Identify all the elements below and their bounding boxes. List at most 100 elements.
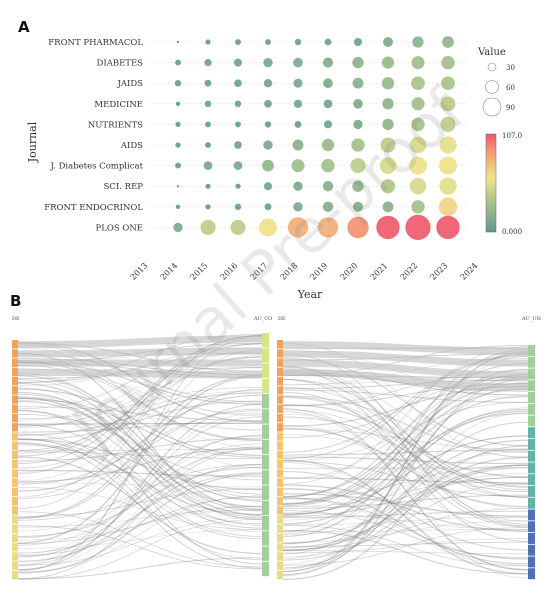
sankey-node (528, 486, 535, 497)
sankey-flow (282, 497, 529, 560)
bubble-point (175, 121, 181, 128)
sankey-flow (17, 525, 263, 570)
sankey-node (528, 368, 535, 380)
sankey-flow (282, 373, 529, 505)
sankey-flow (282, 471, 529, 551)
bubble-point (200, 219, 216, 235)
size-legend-label: 60 (506, 84, 515, 92)
sankey-node (262, 531, 269, 546)
sankey-flow (17, 509, 263, 541)
sankey-node (262, 348, 269, 363)
sankey-flow (282, 378, 529, 488)
sankey-node (12, 533, 18, 543)
sankey-flow (282, 341, 529, 355)
sankey-flow (17, 439, 263, 525)
bubble-point (405, 214, 431, 240)
sankey-node (12, 552, 18, 561)
sankey-node (12, 376, 18, 386)
bubble-point (234, 79, 242, 88)
sankey-node (277, 469, 283, 478)
sankey-node (277, 506, 283, 515)
bubble-point (322, 181, 334, 192)
sankey-node (12, 404, 18, 414)
bubble-point (204, 79, 212, 87)
size-legend-circle (485, 80, 499, 94)
sankey-flow (282, 435, 529, 515)
bubble-point (409, 177, 427, 195)
sankey-node (12, 450, 18, 460)
sankey-flow (17, 410, 263, 518)
sankey-flow (282, 541, 529, 548)
sankey-flow (17, 400, 263, 441)
sankey-node (262, 409, 269, 424)
sankey-flow (17, 409, 263, 565)
sankey-node (277, 349, 283, 358)
sankey-flow (17, 408, 263, 499)
sankey-flow (17, 422, 263, 426)
sankey-node (528, 497, 535, 509)
sankey-flow (282, 460, 529, 498)
y-tick-label: DIABETES (97, 59, 144, 69)
bubble-point (439, 156, 457, 175)
y-tick-label: FRONT PHARMACOL (48, 38, 143, 48)
x-tick-label: 2019 (309, 261, 330, 282)
bubble-point (264, 121, 272, 128)
bubble-point (204, 100, 212, 108)
sankey-node (12, 478, 18, 487)
sankey-flow (17, 443, 263, 539)
sankey-node (277, 441, 283, 450)
bubble-point (293, 99, 303, 109)
bubble-point (293, 181, 303, 191)
sankey-flow (282, 375, 529, 439)
sankey-flow (282, 370, 529, 522)
bubble-point (234, 141, 242, 149)
colorbar (485, 133, 497, 233)
colorbar-min-label: 0.000 (502, 228, 522, 236)
sankey-flow (17, 397, 263, 516)
sankey-right-header: AU_UN (521, 316, 542, 322)
sankey-flow (282, 368, 529, 391)
sankey-flow (17, 389, 263, 520)
sankey-node (528, 345, 535, 356)
bubble-point (441, 76, 455, 91)
sankey-flow (17, 375, 263, 502)
bubble-point (440, 96, 456, 112)
x-tick-label: 2021 (369, 261, 390, 282)
sankey-flow (17, 496, 263, 557)
sankey-flow (282, 359, 529, 379)
x-tick-label: 2015 (189, 261, 210, 282)
sankey-node (277, 570, 283, 580)
sankey-flow (282, 493, 529, 517)
sankey-node (262, 363, 269, 378)
sankey-node (277, 340, 283, 349)
bubble-point (381, 56, 395, 69)
y-tick-label: NUTRIENTS (88, 120, 143, 130)
bubble-point (233, 58, 243, 67)
bubble-point (291, 159, 305, 173)
sankey-node (12, 561, 18, 570)
sankey-flow (17, 463, 263, 521)
sankey-node (262, 516, 269, 531)
sankey-flow (17, 410, 263, 485)
sankey-flow (282, 411, 529, 570)
y-tick-label: SCI. REP (104, 182, 144, 192)
sankey-mid-header-right: DE (278, 316, 286, 322)
bubble-point (438, 197, 458, 217)
sankey-flow (282, 516, 529, 526)
sankey-flow (17, 448, 263, 580)
sankey-flow (282, 538, 529, 554)
sankey-node (262, 394, 269, 409)
sankey-flow (17, 374, 263, 519)
sankey-node (12, 423, 18, 432)
sankey-flow (282, 510, 529, 559)
sankey-node (528, 439, 535, 450)
sankey-flow (17, 397, 263, 458)
bubble-point (352, 180, 364, 192)
x-tick-label: 2014 (159, 261, 180, 282)
size-legend-circle (487, 62, 497, 72)
bubble-point (352, 56, 364, 69)
bubble-point (347, 216, 369, 239)
bubble-point (264, 203, 272, 211)
bubble-point (321, 158, 335, 173)
bubble-point (294, 38, 302, 46)
